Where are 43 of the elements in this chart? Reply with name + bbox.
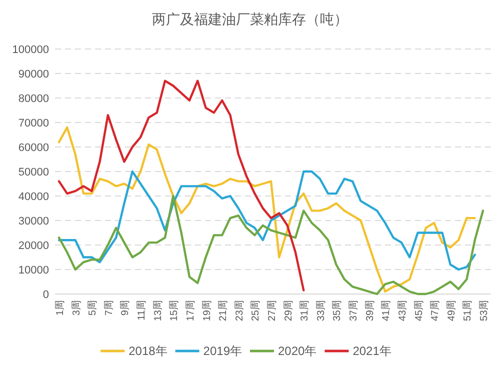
- x-tick-label: 37周: [348, 300, 360, 322]
- x-tick-label: 39周: [364, 300, 376, 322]
- x-tick-label: 7周: [104, 300, 115, 316]
- x-tick-label: 49周: [446, 300, 458, 322]
- x-tick-label: 29周: [283, 300, 294, 322]
- x-tick-label: 11周: [136, 300, 148, 320]
- x-tick-label: 1周: [55, 300, 66, 316]
- x-tick-label: 17周: [185, 300, 196, 322]
- x-tick-label: 41周: [381, 300, 392, 322]
- y-tick-label: 40000: [18, 191, 49, 203]
- x-tick-label: 25周: [250, 300, 262, 322]
- y-tick-label: 0: [42, 289, 49, 301]
- x-tick-label: 21周: [218, 300, 230, 322]
- y-tick-label: 30000: [18, 216, 49, 228]
- x-tick-label: 43周: [397, 300, 408, 322]
- x-tick-label: 31周: [300, 300, 311, 322]
- y-tick-label: 100000: [12, 44, 49, 56]
- legend-label: 2018年: [128, 344, 168, 358]
- y-tick-label: 20000: [18, 240, 49, 252]
- y-tick-label: 90000: [18, 68, 49, 80]
- x-tick-label: 9周: [120, 300, 132, 316]
- legend-label: 2019年: [203, 344, 242, 358]
- x-tick-label: 23周: [234, 300, 246, 322]
- x-tick-label: 13周: [152, 300, 164, 322]
- legend-label: 2020年: [278, 344, 317, 358]
- y-tick-label: 80000: [18, 93, 49, 105]
- x-tick-label: 47周: [430, 300, 442, 322]
- x-tick-label: 5周: [88, 300, 99, 316]
- legend-label: 2021年: [352, 344, 392, 358]
- x-tick-label: 45周: [414, 300, 425, 322]
- y-tick-label: 60000: [18, 142, 49, 154]
- x-tick-label: 3周: [71, 300, 82, 316]
- x-tick-label: 27周: [267, 300, 278, 322]
- x-tick-label: 35周: [332, 300, 344, 322]
- x-tick-label: 15周: [169, 300, 180, 322]
- x-tick-label: 53周: [479, 300, 490, 322]
- y-tick-label: 50000: [18, 166, 49, 178]
- title: 两广及福建油厂菜粕库存（吨）: [152, 11, 348, 27]
- y-tick-label: 10000: [18, 264, 49, 276]
- x-tick-label: 19周: [202, 300, 213, 322]
- y-tick-label: 70000: [18, 118, 49, 130]
- x-tick-label: 51周: [462, 300, 474, 322]
- x-tick-label: 33周: [316, 300, 327, 322]
